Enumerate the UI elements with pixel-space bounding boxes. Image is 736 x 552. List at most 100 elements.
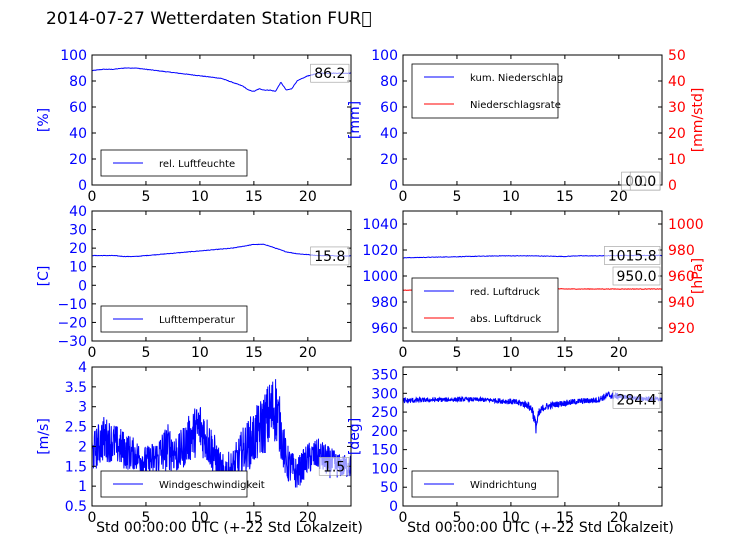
legend-label: kum. Niederschlag (470, 73, 563, 84)
y-tick-label: 40 (69, 126, 87, 142)
legend-label: rel. Luftfeuchte (159, 159, 235, 170)
annotation-last-value: 1.5 (323, 459, 345, 475)
series-line-1 (92, 243, 351, 258)
figure-title: 2014-07-27 Wetterdaten Station FUR  (46, 9, 372, 29)
x-tick-label: 0 (88, 345, 97, 361)
x-tick-label: 5 (452, 345, 461, 361)
y2-tick-label: 0 (668, 178, 677, 194)
x-tick-label: 10 (191, 345, 209, 361)
legend-box (411, 63, 559, 119)
y-axis-label: [m/s] (36, 418, 52, 455)
annotation-last-value: 15.8 (314, 249, 345, 265)
y-tick-label: 20 (380, 152, 398, 168)
annotation-last-value-box (612, 390, 661, 409)
legend-label: red. Luftdruck (470, 287, 540, 298)
annotation-last-value-box (310, 63, 350, 83)
x-tick-label: 5 (141, 189, 150, 205)
y2-axis-label: [hPa] (690, 258, 706, 294)
x-tick-label: 15 (245, 345, 263, 361)
y-axis-label: [deg] (347, 418, 363, 455)
x-tick-label: 15 (245, 189, 263, 205)
y-tick-label: 80 (69, 74, 87, 90)
x-tick-label: 10 (502, 189, 520, 205)
y-tick-label: 1 (78, 479, 87, 495)
y-tick-label: 350 (371, 368, 398, 384)
x-tick-label: 15 (556, 510, 574, 526)
y-axis-label: [mm] (347, 101, 363, 139)
subplot-2: 0 5 10 15 20 0 20 40 60 80 100 0 10 20 30 40 50 [mm] [mm/s… (347, 48, 706, 205)
x-tick-label: 20 (610, 510, 628, 526)
annotation-last-value: 1015.8 (608, 248, 657, 264)
y-tick-label: 20 (69, 241, 87, 257)
annotation-last-value-secondary-box (612, 266, 661, 286)
y2-tick-label: 20 (668, 126, 686, 142)
x-tick-label: 0 (88, 510, 97, 526)
y-tick-label: 80 (380, 74, 398, 90)
y-tick-label: 50 (380, 480, 398, 496)
y-tick-label: 200 (371, 424, 398, 440)
y-tick-label: 1020 (362, 243, 398, 259)
y-tick-label: 0 (389, 499, 398, 515)
plot-frame (91, 366, 352, 507)
y-tick-label: 250 (371, 405, 398, 421)
annotation-last-value: 86.2 (314, 66, 345, 82)
annotation-last-value-secondary-box (629, 171, 661, 191)
y2-tick-label: 920 (668, 321, 695, 337)
x-tick-label: 0 (399, 510, 408, 526)
annotation-last-value-box (604, 246, 661, 265)
y2-axis-label: [mm/std] (690, 88, 706, 153)
x-tick-label: 15 (556, 345, 574, 361)
subplot-3: 0 5 10 15 20 −30 −20 −10 0 10 20 30 40 [C] Lufttempera… (36, 204, 352, 361)
y-tick-label: 10 (69, 260, 87, 276)
x-tick-label: 5 (452, 189, 461, 205)
y2-tick-label: 980 (668, 243, 695, 259)
legend-box (411, 277, 559, 333)
y-tick-label: 60 (69, 100, 87, 116)
x-tick-label: 5 (141, 345, 150, 361)
legend-label: abs. Luftdruck (470, 314, 541, 325)
y2-tick-label: 30 (668, 100, 686, 116)
x-tick-label: 10 (191, 510, 209, 526)
x-axis-label: Std 00:00:00 UTC (+-22 Std Lokalzeit) (96, 520, 363, 536)
legend-label: Windgeschwindigkeit (159, 480, 265, 491)
y2-tick-label: 960 (668, 269, 695, 285)
plot-frame (402, 366, 663, 507)
subplot-1: 0 5 10 15 20 0 20 40 60 80 100 [%] rel. Luftfeuchte 8… (36, 48, 352, 205)
x-tick-label: 5 (141, 510, 150, 526)
y-tick-label: 40 (69, 204, 87, 220)
y-tick-label: 0 (78, 178, 87, 194)
y-axis-label: [C] (36, 266, 52, 287)
legend-label: Lufttemperatur (159, 315, 236, 326)
y-tick-label: 1000 (362, 269, 398, 285)
x-axis-label: Std 00:00:00 UTC (+-22 Std Lokalzeit) (407, 520, 674, 536)
plot-frame (91, 210, 352, 342)
y-tick-label: 30 (69, 223, 87, 239)
x-tick-label: 10 (191, 189, 209, 205)
x-tick-label: 20 (299, 345, 317, 361)
x-tick-label: 15 (245, 510, 263, 526)
annotation-last-value-box (318, 456, 350, 476)
y-tick-label: 100 (60, 48, 87, 64)
x-tick-label: 0 (88, 189, 97, 205)
legend-label: Niederschlagsrate (470, 100, 561, 111)
y2-tick-label: 10 (668, 152, 686, 168)
annotation-last-value-box (310, 246, 350, 266)
y-tick-label: 960 (371, 321, 398, 337)
x-tick-label: 0 (399, 345, 408, 361)
x-tick-label: 5 (452, 510, 461, 526)
y-tick-label: 40 (380, 126, 398, 142)
x-tick-label: 20 (610, 189, 628, 205)
y-tick-label: 0 (389, 178, 398, 194)
y-tick-label: 980 (371, 295, 398, 311)
x-tick-label: 20 (299, 510, 317, 526)
y2-tick-label: 40 (668, 74, 686, 90)
series-line-1 (92, 67, 351, 92)
y2-tick-label: 50 (668, 48, 686, 64)
y-tick-label: −30 (57, 334, 87, 350)
y2-tick-label: 1000 (668, 217, 704, 233)
plot-frame (402, 54, 663, 186)
y-tick-label: 0.5 (65, 499, 87, 515)
y-tick-label: 4 (78, 360, 87, 376)
legend-label: Windrichtung (470, 480, 537, 491)
